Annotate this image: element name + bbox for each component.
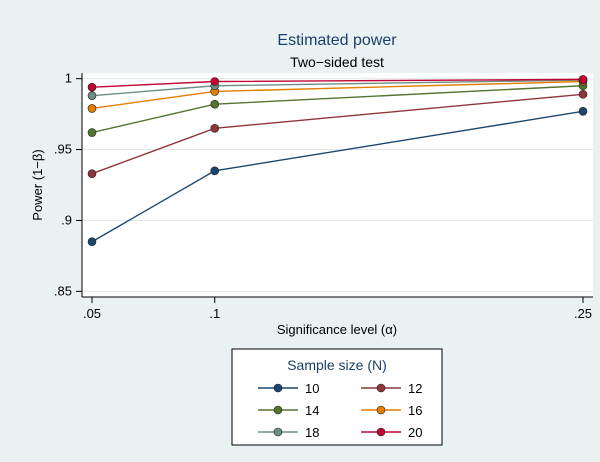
data-point (87, 104, 97, 113)
legend-marker (273, 405, 283, 415)
chart-title: Estimated power (277, 32, 397, 49)
legend-label: 12 (408, 381, 422, 396)
y-tick-label: .95 (54, 142, 72, 157)
data-point (87, 91, 97, 100)
data-point (210, 77, 220, 86)
gridlines (82, 78, 593, 292)
legend-marker (273, 427, 283, 437)
data-point (578, 89, 588, 99)
legend-item-12: 12 (361, 381, 422, 396)
legend-title: Sample size (N) (287, 357, 387, 373)
legend-label: 10 (305, 381, 319, 396)
y-tick-label: .85 (54, 283, 72, 298)
legend-label: 14 (305, 403, 319, 418)
legend-label: 18 (305, 425, 319, 440)
legend-item-10: 10 (258, 381, 319, 396)
legend-item-18: 18 (258, 425, 319, 440)
data-point (87, 169, 97, 178)
plot-area (82, 73, 593, 297)
data-point (210, 99, 220, 109)
series-group (87, 75, 588, 247)
legend-marker (376, 405, 386, 415)
legend-marker (376, 383, 386, 393)
legend-item-14: 14 (258, 403, 319, 418)
data-point (578, 75, 588, 84)
chart-subtitle: Two−sided test (290, 54, 384, 70)
series-10 (87, 106, 588, 247)
legend-items: 10 12 14 16 18 20 (258, 381, 422, 440)
legend-label: 20 (408, 425, 422, 440)
series-12 (87, 89, 588, 178)
y-axis-label: Power (1−β) (30, 149, 45, 220)
data-point (87, 237, 97, 247)
legend-item-16: 16 (361, 403, 422, 418)
data-point (87, 82, 97, 92)
data-point (210, 123, 220, 133)
data-point (87, 128, 97, 137)
x-tick-label: .25 (574, 306, 592, 321)
series-20 (87, 75, 588, 92)
data-point (578, 106, 588, 116)
y-tick-label: .9 (61, 212, 72, 227)
legend-item-20: 20 (361, 425, 422, 440)
y-tick-label: 1 (65, 71, 72, 86)
x-tick-label: .05 (83, 306, 101, 321)
x-axis-ticks: .05 .1 .25 (83, 297, 592, 321)
x-tick-label: .1 (209, 306, 220, 321)
y-axis-ticks: .85 .9 .95 1 (54, 71, 82, 298)
data-point (210, 166, 220, 176)
legend: Sample size (N) 10 12 14 16 18 20 (231, 348, 443, 446)
legend-box (231, 348, 443, 446)
legend-label: 16 (408, 403, 422, 418)
legend-marker (273, 383, 283, 393)
x-axis-label: Significance level (α) (277, 322, 397, 337)
legend-marker (376, 427, 386, 437)
